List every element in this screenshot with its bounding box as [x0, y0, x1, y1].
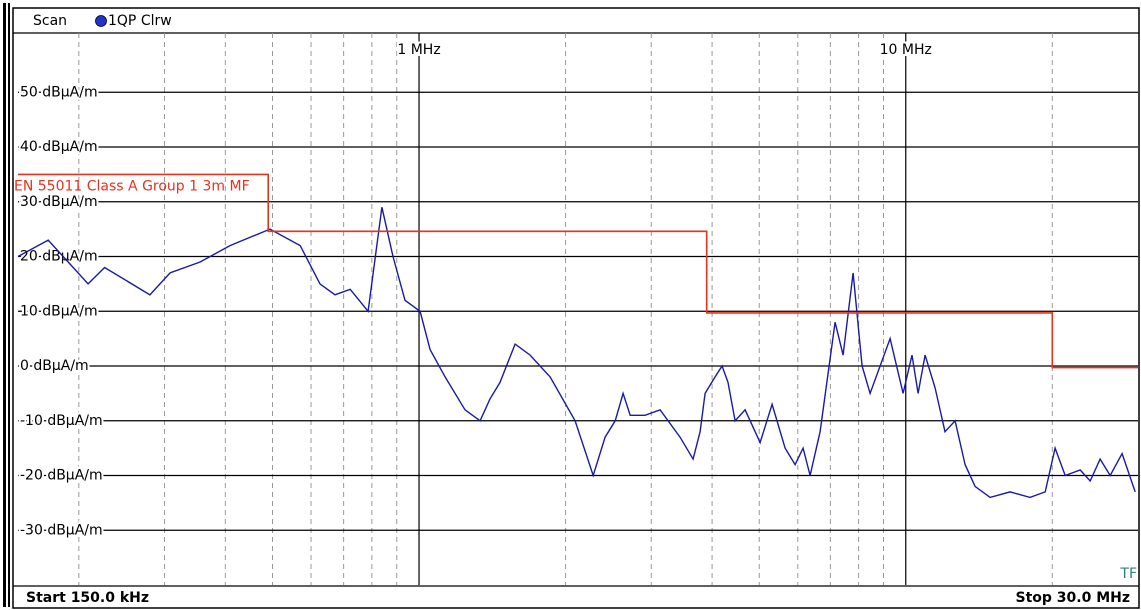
trace-label: 1QP Clrw [108, 13, 172, 29]
left-bar [3, 3, 6, 607]
frame [12, 7, 1140, 609]
y-tick-label: 50 dBµA/m [20, 84, 98, 100]
start-label: Start 150.0 kHz [26, 590, 149, 606]
mode-label: Scan [33, 13, 67, 29]
y-tick-label: -10 dBµA/m [20, 413, 103, 429]
y-tick-label: 20 dBµA/m [20, 249, 98, 265]
marker-text: TF [1119, 566, 1137, 582]
left-bar [8, 3, 10, 607]
trace-indicator [95, 15, 107, 27]
y-tick-label: 10 dBµA/m [20, 303, 98, 319]
stop-label: Stop 30.0 MHz [1015, 590, 1130, 606]
y-tick-label: 30 dBµA/m [20, 194, 98, 210]
x-tick-label: 1 MHz [397, 42, 440, 58]
plot-area: 1 MHz 10 MHz 50 dBµA/m 40 dBµA/m 30 dBµA/m 20… [14, 33, 1138, 585]
y-tick-label: -30 dBµA/m [20, 522, 103, 538]
y-tick-label: -20 dBµA/m [20, 468, 103, 484]
y-tick-label: 40 dBµA/m [20, 139, 98, 155]
limit-line-label: EN 55011 Class A Group 1 3m MF [14, 178, 250, 194]
series-line [17, 207, 1136, 499]
series-line [18, 173, 1138, 369]
x-tick-label: 10 MHz [880, 42, 932, 58]
y-tick-label: 0 dBµA/m [20, 358, 89, 374]
